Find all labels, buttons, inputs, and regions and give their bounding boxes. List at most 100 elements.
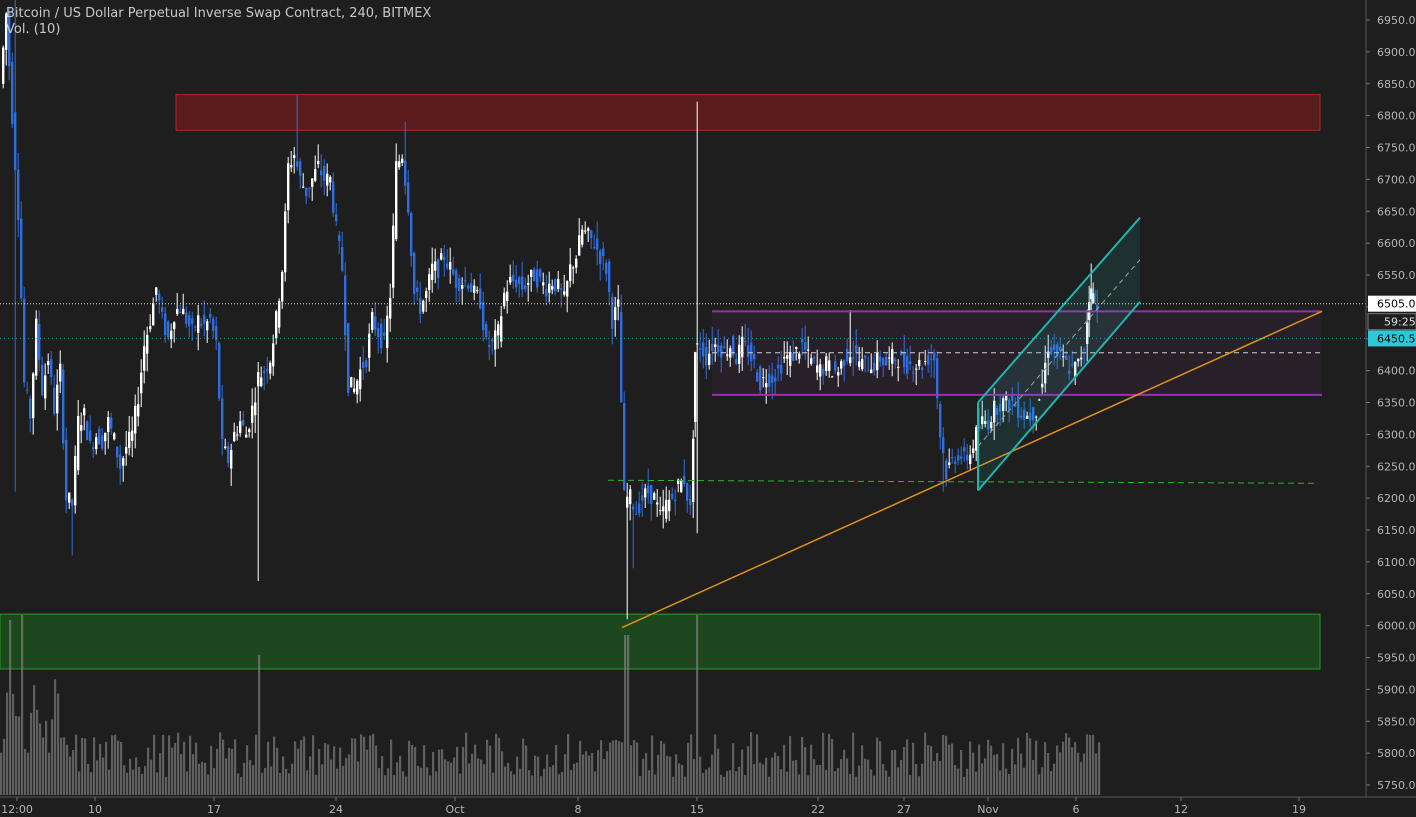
candle-up [254,387,257,433]
candle-down [753,345,756,369]
candle-down [632,503,635,569]
candle-down [635,501,638,515]
candle-down [936,351,939,410]
volume-bar [1008,774,1011,795]
candle-down [167,320,170,341]
candle-down [50,350,53,385]
volume-bar [570,770,573,795]
volume-bar [186,771,189,795]
candle-body [954,461,957,464]
volume-bar [162,734,165,795]
candle-body [86,421,89,441]
candle-body [524,285,527,290]
volume-bar [741,749,744,795]
candle-body [440,252,443,260]
candle-body [945,460,948,480]
candle-up [251,388,254,439]
candle-down [867,356,870,372]
price-tick-label: 6300.0 [1377,428,1416,441]
candle-body [810,358,813,364]
volume-bar [498,737,501,795]
candle-body [368,333,371,358]
candle-body [209,313,212,318]
candle-up [56,369,59,431]
volume-bar [627,635,630,795]
candle-body [864,355,867,358]
candle-down [470,272,473,293]
candle-body [551,286,554,290]
volume-bar [333,746,336,795]
candle-up [401,154,404,166]
candle-body [978,425,981,429]
time-tick-label: 12 [1174,803,1188,816]
price-axis[interactable]: 6950.0 6900.0 6850.0 6800.0 6750.0 6700.0 6650… [1365,0,1416,797]
volume-bar [723,776,726,795]
volume-bar [792,760,795,795]
candle-body [380,323,383,349]
candle-body [858,361,861,367]
candle-up [530,269,533,292]
candle-up [566,280,569,313]
candle-body [56,384,59,414]
candle-down [296,95,299,171]
candle-body [1005,394,1008,401]
volume-bar [789,736,792,795]
candle-body [419,297,422,314]
candle-up [548,271,551,303]
volume-bar [672,776,675,795]
candle-body [903,351,906,368]
volume-bar [39,723,42,795]
candle-down [110,412,113,435]
candle-body [1032,407,1035,421]
candle-body [816,365,819,373]
volume-bar [414,747,417,795]
volume-bar [771,757,774,795]
volume-bar [639,775,642,795]
candle-down [485,321,488,341]
candle-up [395,143,398,242]
candle-down [452,257,455,277]
candle-up [527,274,530,302]
candle-body [861,359,864,370]
candle-body [107,417,110,433]
candle-body [765,383,768,388]
volume-bar [87,763,90,795]
candle-up [257,362,260,581]
candle-down [335,203,338,226]
volume-bar [168,735,171,795]
candle-up [861,347,864,372]
candle-down [1053,333,1056,366]
price-tick-label: 6650.0 [1377,205,1416,218]
volume-bar [975,771,978,795]
candle-body [341,246,344,271]
volume-bar [213,768,216,795]
candle-down [1059,337,1062,361]
candle-body [1053,344,1056,351]
volume-bar [15,715,18,795]
candle-down [413,251,416,305]
candle-body [566,281,569,297]
time-tick-label: 10 [88,803,102,816]
candle-down [62,363,65,450]
candle-body [161,307,164,312]
candle-body [395,161,398,240]
volume-indicator-label[interactable]: Vol. (10) [6,22,61,37]
candle-down [14,0,17,492]
candle-body [506,291,509,302]
volume-bar [525,745,528,795]
volume-bar [594,771,597,795]
symbol-title[interactable]: Bitcoin / US Dollar Perpetual Inverse Sw… [6,6,432,21]
volume-bar [1053,763,1056,795]
volume-bar [135,757,138,795]
time-axis[interactable]: 12:00 10 17 24 Oct 8 15 22 27 Nov 6 12 19 [0,796,1416,816]
candle-up [783,341,786,363]
price-tick-label: 6100.0 [1377,556,1416,569]
volume-bar [99,744,102,795]
volume-bar [375,745,378,795]
candle-body [521,276,524,290]
candle-body [632,506,635,510]
candle-body [74,455,77,506]
volume-bar [573,763,576,795]
candle-up [858,346,861,371]
